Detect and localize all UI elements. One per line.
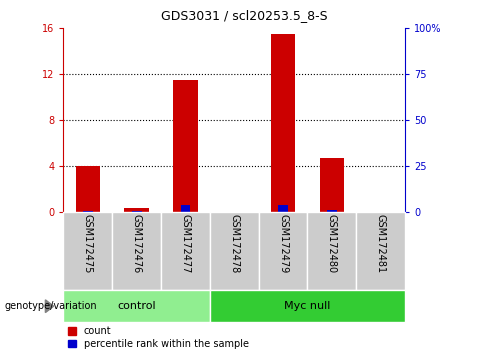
- Bar: [181, 205, 190, 212]
- Bar: [173, 80, 198, 212]
- Bar: [63, 212, 112, 290]
- Text: GSM172476: GSM172476: [132, 214, 142, 273]
- Bar: [76, 166, 100, 212]
- Polygon shape: [45, 300, 54, 313]
- Bar: [307, 212, 356, 290]
- Bar: [327, 210, 337, 212]
- Text: Myc null: Myc null: [284, 301, 331, 311]
- Text: GSM172481: GSM172481: [376, 214, 386, 273]
- Bar: [278, 205, 288, 212]
- Bar: [63, 290, 210, 322]
- Bar: [210, 212, 259, 290]
- Text: GDS3031 / scl20253.5_8-S: GDS3031 / scl20253.5_8-S: [161, 9, 327, 22]
- Bar: [356, 212, 405, 290]
- Bar: [320, 158, 344, 212]
- Legend: count, percentile rank within the sample: count, percentile rank within the sample: [68, 326, 249, 349]
- Bar: [259, 212, 307, 290]
- Bar: [112, 212, 161, 290]
- Text: GSM172477: GSM172477: [181, 214, 190, 273]
- Bar: [83, 211, 93, 212]
- Text: GSM172479: GSM172479: [278, 214, 288, 273]
- Bar: [132, 211, 142, 212]
- Bar: [124, 208, 149, 212]
- Text: GSM172478: GSM172478: [229, 214, 239, 273]
- Bar: [210, 290, 405, 322]
- Bar: [161, 212, 210, 290]
- Text: control: control: [117, 301, 156, 311]
- Text: genotype/variation: genotype/variation: [5, 301, 98, 311]
- Bar: [271, 34, 295, 212]
- Text: GSM172475: GSM172475: [83, 214, 93, 273]
- Text: GSM172480: GSM172480: [327, 214, 337, 273]
